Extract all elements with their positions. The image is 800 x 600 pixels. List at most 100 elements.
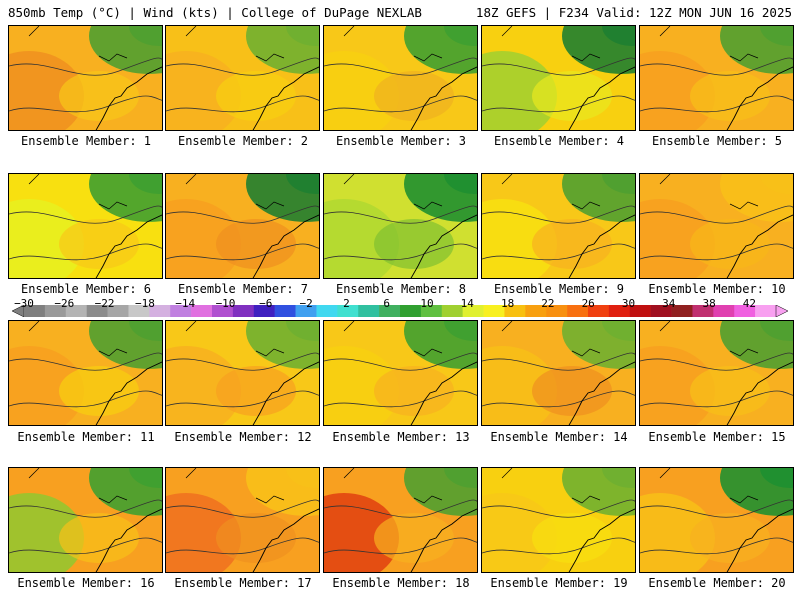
coastline: [568, 66, 635, 130]
coastline: [726, 66, 793, 130]
coastline: [95, 361, 162, 425]
ensemble-map-panel: [323, 25, 478, 131]
temperature-map: [324, 174, 477, 278]
ensemble-map-panel: [481, 320, 636, 426]
ensemble-map-panel: [8, 320, 163, 426]
isotherm-contour: [9, 57, 162, 76]
state-border: [501, 321, 601, 357]
state-border: [659, 321, 759, 357]
ensemble-map-panel: [8, 173, 163, 279]
temperature-map: [9, 26, 162, 130]
map-title: 850mb Temp (°C) | Wind (kts) | College o…: [8, 5, 422, 20]
temperature-map: [9, 321, 162, 425]
colorbar-tick-label: 34: [662, 297, 676, 310]
coastline: [95, 66, 162, 130]
state-border: [28, 468, 128, 504]
isotherm-contour: [640, 499, 793, 518]
temperature-colorbar: [12, 305, 788, 317]
ensemble-member-label: Ensemble Member: 17: [174, 576, 312, 590]
colorbar-tick-label: −10: [215, 297, 236, 310]
colorbar-swatch: [671, 305, 693, 317]
state-border: [343, 321, 443, 357]
isotherm-contour: [482, 499, 635, 518]
state-border: [185, 468, 285, 504]
colorbar-tick-label: −22: [94, 297, 115, 310]
colorbar-tick-label: −6: [259, 297, 273, 310]
ensemble-member-label: Ensemble Member: 7: [177, 282, 309, 296]
ensemble-member-label: Ensemble Member: 16: [17, 576, 155, 590]
isotherm-contour: [482, 57, 635, 76]
temperature-map: [166, 468, 319, 572]
colorbar-swatch: [755, 305, 777, 317]
isotherm-contour: [9, 243, 162, 261]
temperature-map: [640, 26, 793, 130]
temperature-map: [9, 468, 162, 572]
coastline: [252, 361, 319, 425]
colorbar-tick-label: 38: [702, 297, 716, 310]
colorbar-tick-label: 14: [460, 297, 474, 310]
colorbar-tick-label: 10: [420, 297, 434, 310]
colorbar-swatch: [24, 305, 46, 317]
colorbar-swatch: [650, 305, 672, 317]
ensemble-map-panel: [481, 173, 636, 279]
coastline: [252, 66, 319, 130]
ensemble-member-label: Ensemble Member: 10: [648, 282, 786, 296]
colorbar-swatch: [316, 305, 338, 317]
state-border: [659, 174, 759, 210]
isotherm-contour: [9, 499, 162, 518]
isotherm-contour: [640, 390, 793, 408]
colorbar-swatch: [212, 305, 234, 317]
state-border: [343, 26, 443, 62]
colorbar-swatch: [107, 305, 129, 317]
isotherm-contour: [166, 205, 319, 224]
ensemble-member-label: Ensemble Member: 20: [648, 576, 786, 590]
isotherm-contour: [324, 352, 477, 371]
temperature-map: [640, 468, 793, 572]
ensemble-member-label: Ensemble Member: 13: [332, 430, 470, 444]
coastline: [410, 508, 477, 572]
coastline: [95, 214, 162, 278]
ensemble-member-label: Ensemble Member: 1: [20, 134, 152, 148]
isotherm-contour: [640, 537, 793, 555]
colorbar-swatch: [629, 305, 651, 317]
colorbar-swatch: [420, 305, 443, 317]
state-border: [28, 26, 128, 62]
coastline: [568, 361, 635, 425]
isotherm-contour: [166, 499, 319, 518]
colorbar-tick-label: −18: [134, 297, 155, 310]
colorbar-swatch: [65, 305, 87, 317]
ensemble-map-panel: [323, 320, 478, 426]
colorbar-tick-label: 30: [621, 297, 636, 310]
isotherm-contour: [482, 352, 635, 371]
isotherm-contour: [324, 390, 477, 408]
temperature-map: [482, 26, 635, 130]
isotherm-contour: [640, 243, 793, 261]
temperature-map: [324, 321, 477, 425]
temperature-map: [640, 321, 793, 425]
colorbar-swatch: [337, 305, 359, 317]
ensemble-member-label: Ensemble Member: 14: [490, 430, 628, 444]
ensemble-member-label: Ensemble Member: 11: [17, 430, 155, 444]
coastline: [410, 214, 477, 278]
state-border: [659, 468, 759, 504]
ensemble-member-label: Ensemble Member: 6: [20, 282, 152, 296]
ensemble-map-panel: [165, 320, 320, 426]
colorbar-swatch: [567, 305, 589, 317]
colorbar-swatch: [170, 305, 192, 317]
isotherm-contour: [166, 537, 319, 555]
colorbar-swatch: [713, 305, 735, 317]
colorbar-swatch: [734, 305, 756, 317]
state-border: [343, 174, 443, 210]
coastline: [568, 508, 635, 572]
colorbar-swatch: [358, 305, 380, 317]
isotherm-contour: [482, 95, 635, 113]
colorbar-swatch: [379, 305, 401, 317]
ensemble-map-panel: [8, 25, 163, 131]
ensemble-member-label: Ensemble Member: 12: [174, 430, 312, 444]
colorbar-swatch: [504, 305, 526, 317]
colorbar-swatch: [44, 305, 67, 317]
temperature-map: [9, 174, 162, 278]
colorbar-swatch: [149, 305, 171, 317]
coastline: [726, 214, 793, 278]
colorbar-swatch: [128, 305, 150, 317]
